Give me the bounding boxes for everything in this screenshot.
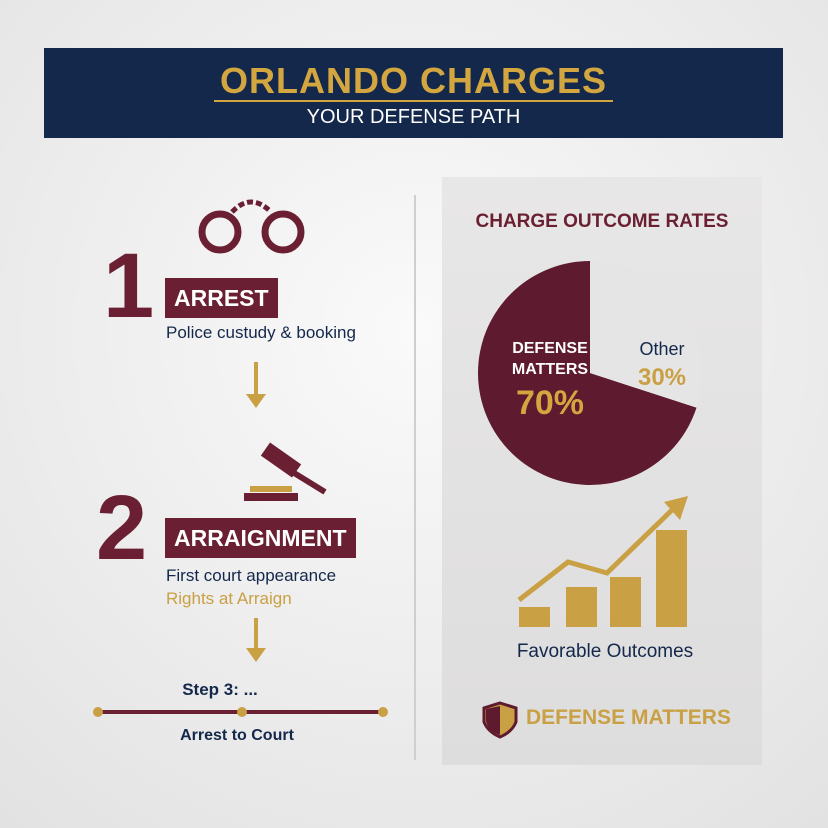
- step-title: ARREST: [165, 278, 278, 318]
- pie-label: Other: [639, 339, 685, 359]
- subtitle: YOUR DEFENSE PATH: [306, 106, 521, 128]
- bar-caption: Favorable Outcomes: [516, 641, 694, 662]
- timeline: [93, 707, 388, 717]
- step-title: ARRAIGNMENT: [165, 518, 356, 558]
- step-text: Police custudy & booking: [166, 323, 356, 342]
- gavel-icon: [244, 442, 327, 501]
- pie-label: DEFENSE MATTERS: [511, 340, 589, 378]
- next-step: Step 3: ...: [182, 680, 258, 699]
- title: ORLANDO CHARGES: [219, 60, 607, 101]
- step-text: Rights at Arraign: [166, 589, 292, 608]
- pie-slice: [477, 261, 697, 485]
- title-rule: [214, 100, 613, 102]
- step-number: 1: [103, 235, 155, 337]
- arrows: [246, 362, 266, 662]
- handcuffs-icon: [198, 199, 305, 254]
- chart-title: CHARGE OUTCOME RATES: [475, 211, 729, 232]
- pie-slice: [590, 261, 702, 408]
- timeline-label: Arrest to Court: [180, 727, 294, 744]
- pie-chart: [477, 261, 702, 485]
- pie-value-label: 70%: [515, 384, 585, 422]
- step-number: 2: [96, 477, 148, 579]
- pie-value-label: 30%: [637, 364, 687, 391]
- header: ORLANDO CHARGES YOUR DEFENSE PATH: [44, 48, 783, 138]
- step-text: First court appearance: [166, 566, 337, 585]
- badge: DEFENSE MATTERS: [526, 706, 731, 729]
- shield-icon: [482, 701, 518, 739]
- growth-icon: [517, 496, 688, 627]
